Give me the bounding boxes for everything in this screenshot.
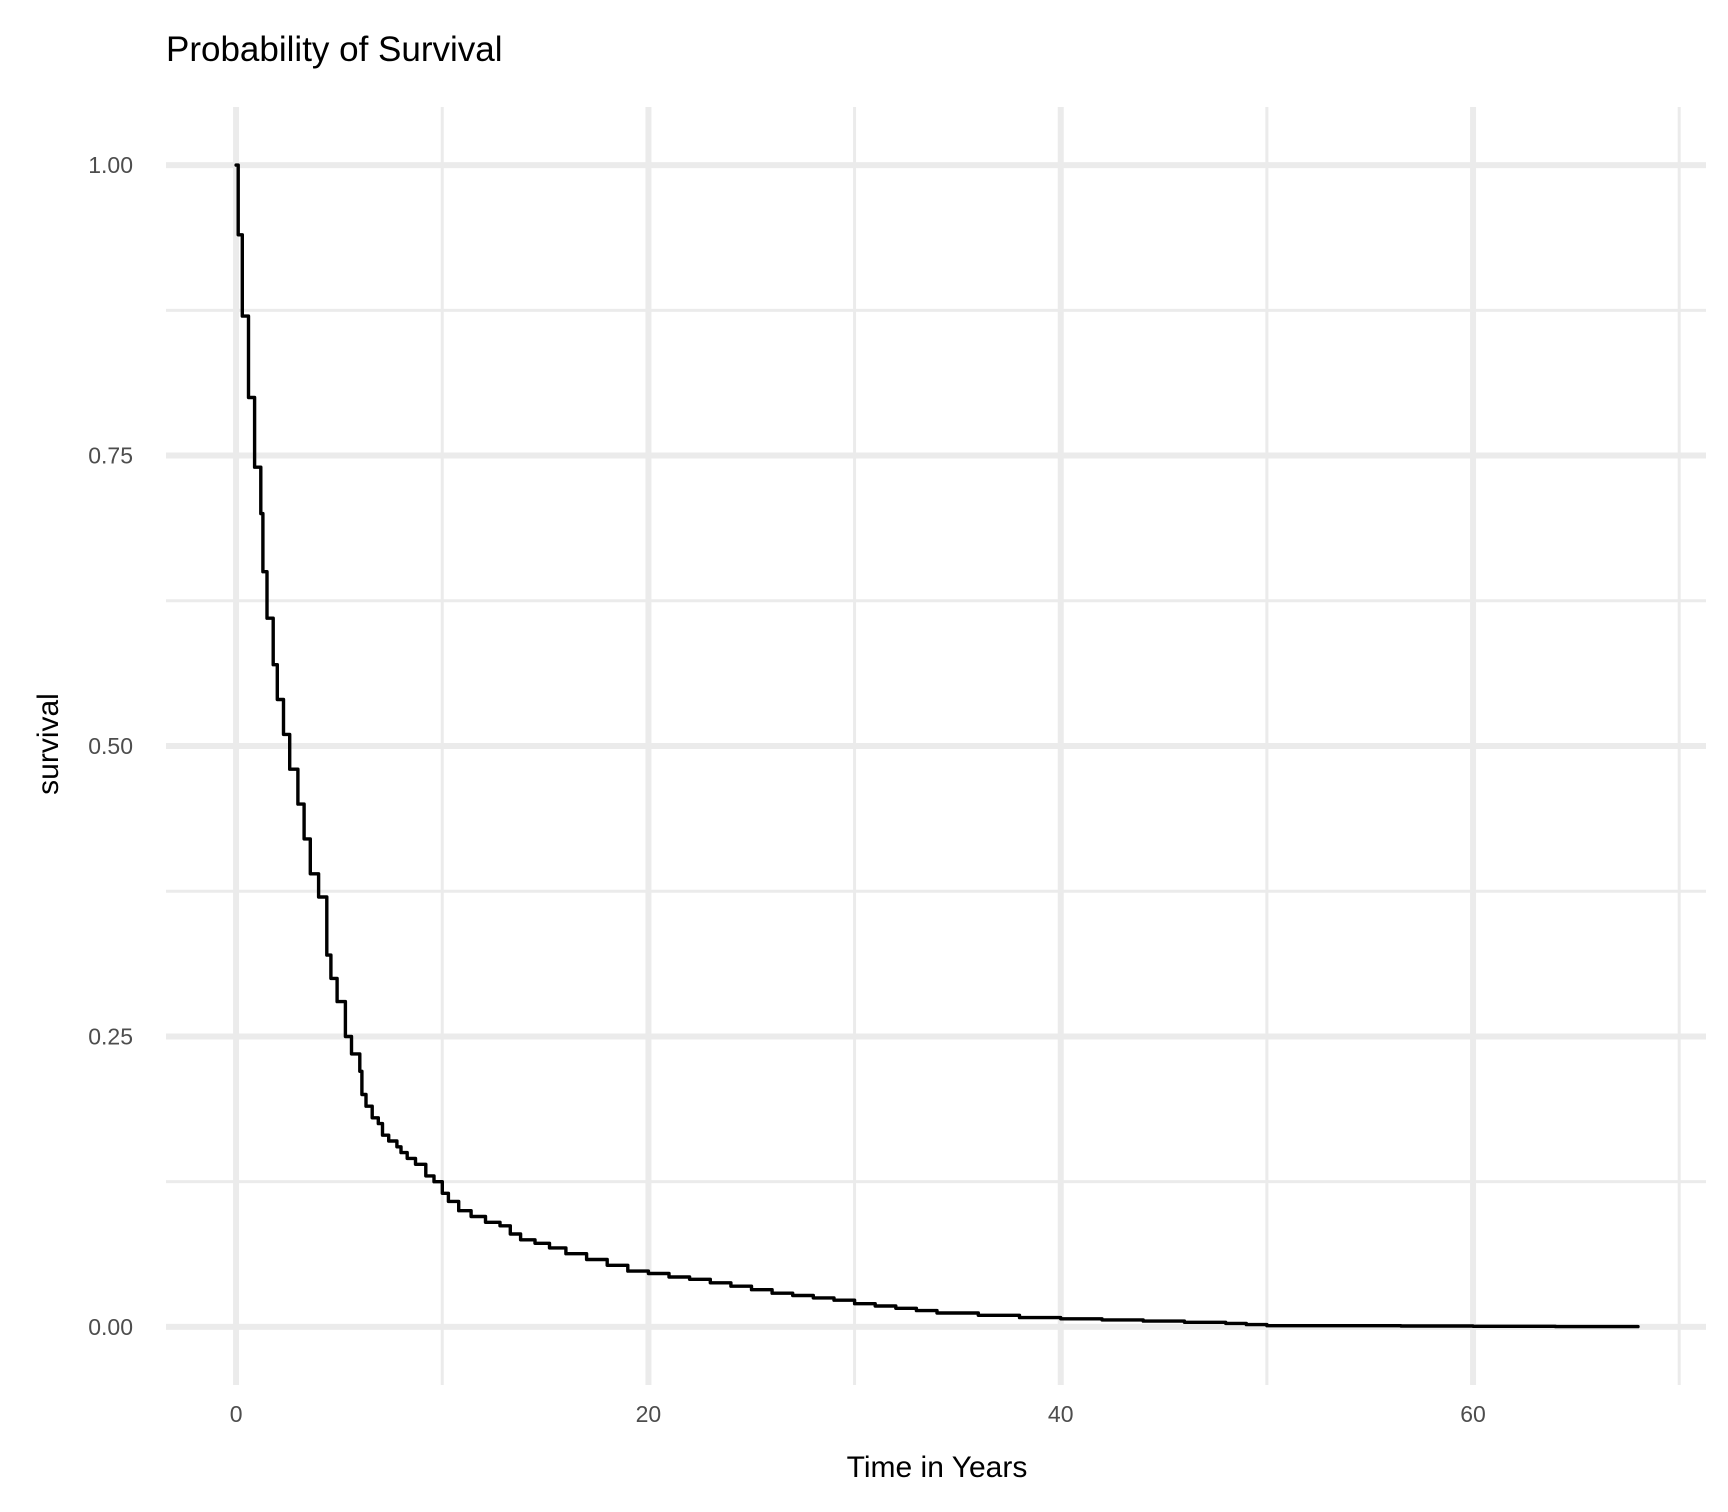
x-axis-title: Time in Years bbox=[847, 1451, 1028, 1484]
x-tick-label: 40 bbox=[1048, 1401, 1074, 1427]
chart-title: Probability of Survival bbox=[166, 30, 503, 69]
survival-series bbox=[234, 163, 1640, 1329]
y-tick-label: 0.75 bbox=[88, 443, 133, 469]
y-axis-tick-labels: 0.00 0.25 0.50 0.75 1.00 bbox=[88, 152, 133, 1340]
y-tick-label: 0.50 bbox=[88, 733, 133, 759]
y-tick-label: 1.00 bbox=[88, 152, 133, 178]
x-tick-label: 0 bbox=[230, 1401, 243, 1427]
survival-curve bbox=[234, 163, 1640, 1329]
minor-gridlines bbox=[166, 107, 1706, 1385]
x-axis-tick-labels: 0 20 40 60 bbox=[230, 1401, 1486, 1427]
y-tick-label: 0.25 bbox=[88, 1023, 133, 1049]
y-axis-title: survival bbox=[32, 693, 65, 795]
x-tick-label: 20 bbox=[636, 1401, 662, 1427]
y-tick-label: 0.00 bbox=[88, 1314, 133, 1340]
x-tick-label: 60 bbox=[1460, 1401, 1486, 1427]
